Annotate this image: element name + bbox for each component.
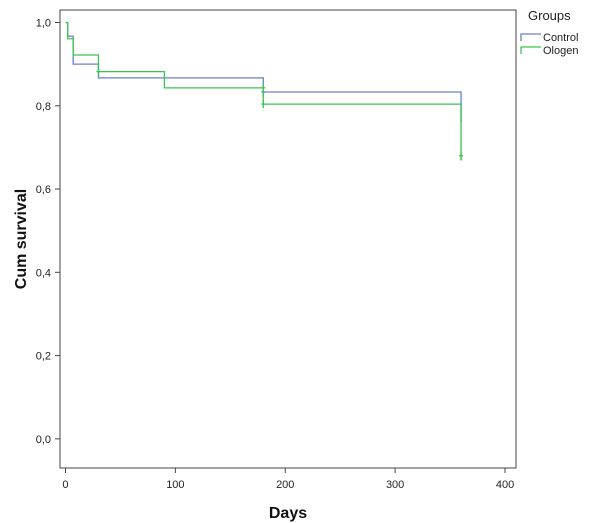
legend-label-control: Control bbox=[543, 32, 578, 44]
y-axis-title: Cum survival bbox=[13, 189, 30, 289]
y-tick-label: 0,6 bbox=[36, 184, 51, 196]
y-axis: 0,0 0,2 0,4 0,6 0,8 1,0 bbox=[36, 17, 60, 446]
y-tick-label: 0,4 bbox=[36, 267, 51, 279]
plot-area bbox=[59, 9, 517, 469]
x-tick-label: 100 bbox=[166, 479, 184, 491]
legend-swatch-control bbox=[520, 33, 541, 41]
y-tick-label: 1,0 bbox=[36, 17, 51, 29]
x-tick-label: 400 bbox=[496, 479, 514, 491]
y-tick-label: 0,8 bbox=[36, 101, 51, 113]
x-tick-label: 200 bbox=[276, 479, 294, 491]
x-axis-title: Days bbox=[269, 505, 307, 522]
x-tick-label: 300 bbox=[386, 479, 404, 491]
y-tick-label: 0,2 bbox=[36, 351, 51, 363]
x-axis: 0 100 200 300 400 bbox=[62, 468, 514, 491]
legend-label-ologen: Ologen bbox=[543, 45, 578, 57]
y-tick-label: 0,0 bbox=[36, 434, 51, 446]
legend-swatch-ologen bbox=[520, 46, 541, 54]
x-tick-label: 0 bbox=[62, 479, 68, 491]
series-line-ologen bbox=[65, 21, 463, 161]
series-layer bbox=[65, 21, 464, 161]
legend-title: Groups bbox=[528, 8, 571, 23]
